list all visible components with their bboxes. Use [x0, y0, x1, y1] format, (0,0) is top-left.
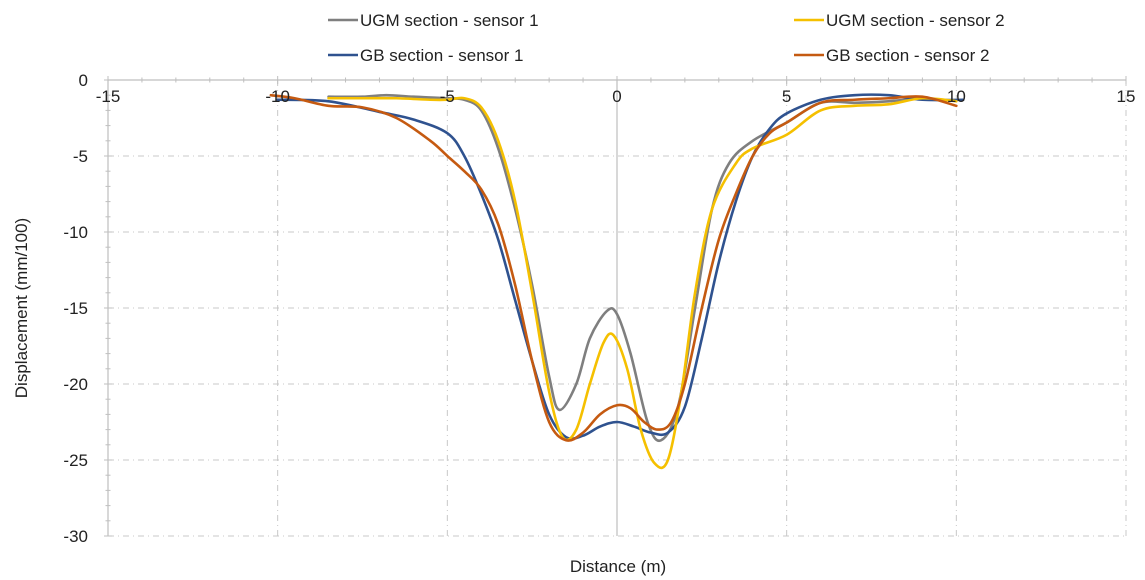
- legend-item-ugm-section-sensor-1: UGM section - sensor 1: [328, 11, 539, 30]
- x-tick-label: 15: [1117, 87, 1136, 106]
- labels-layer: 0 -5 -10 -15 -20 -25 -30 -15 -10 -5 0 5 10 15: [63, 71, 1135, 546]
- x-tick-label: -15: [96, 87, 121, 106]
- x-axis-title: Distance (m): [570, 557, 666, 576]
- x-tick-label: -5: [440, 87, 455, 106]
- series-line-gb-section-sensor-2: [269, 93, 958, 442]
- grid-layer: [108, 80, 1127, 537]
- x-tick-label: 5: [782, 87, 791, 106]
- legend-label: GB section - sensor 2: [826, 46, 989, 65]
- legend-item-gb-section-sensor-1: GB section - sensor 1: [328, 46, 523, 65]
- series-line-ugm-section-sensor-2: [327, 96, 958, 470]
- y-tick-label: -20: [63, 375, 88, 394]
- x-tick-label: 0: [612, 87, 621, 106]
- legend-label: UGM section - sensor 2: [826, 11, 1005, 30]
- x-tick-label: 10: [947, 87, 966, 106]
- series-layer: [269, 93, 965, 470]
- series-line-gb-section-sensor-1: [276, 93, 965, 441]
- legend-item-gb-section-sensor-2: GB section - sensor 2: [794, 46, 989, 65]
- y-tick-label: 0: [79, 71, 88, 90]
- x-tick-label: -10: [265, 87, 290, 106]
- series-line-ugm-section-sensor-1: [327, 93, 924, 443]
- legend: UGM section - sensor 1 UGM section - sens…: [328, 11, 1005, 65]
- y-axis-title: Displacement (mm/100): [12, 218, 31, 398]
- y-tick-label: -30: [63, 527, 88, 546]
- legend-label: GB section - sensor 1: [360, 46, 523, 65]
- axes-layer: [104, 76, 1127, 537]
- y-tick-label: -5: [73, 147, 88, 166]
- y-tick-label: -25: [63, 451, 88, 470]
- y-tick-label: -15: [63, 299, 88, 318]
- legend-item-ugm-section-sensor-2: UGM section - sensor 2: [794, 11, 1005, 30]
- legend-label: UGM section - sensor 1: [360, 11, 539, 30]
- y-tick-label: -10: [63, 223, 88, 242]
